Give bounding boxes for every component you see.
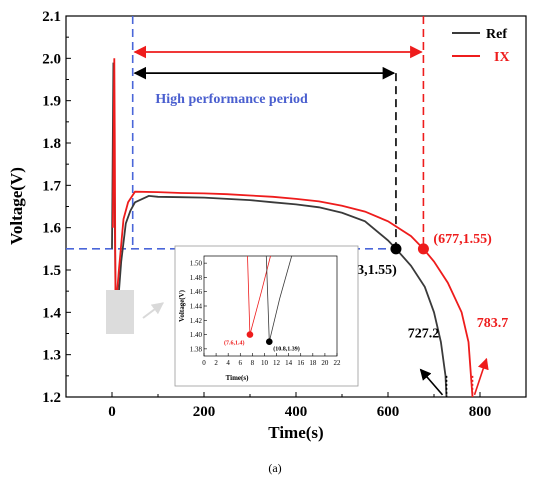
inset-x-tick-label: 22	[334, 359, 342, 367]
zoom-pointer-arrow	[142, 302, 164, 319]
inset-x-tick-label: 16	[297, 359, 305, 367]
y-tick-label: 1.8	[42, 136, 61, 152]
marker-ref-cross	[390, 243, 402, 255]
inset-y-tick-label: 1.44	[190, 303, 203, 311]
inset-y-tick-label: 1.40	[190, 331, 203, 339]
x-tick-label: 800	[469, 404, 492, 420]
figure-caption: (a)	[268, 461, 281, 475]
inset-x-tick-label: 2	[214, 359, 218, 367]
inset-x-tick-label: 0	[202, 359, 206, 367]
x-axis-title: Time(s)	[268, 423, 323, 442]
inset-x-tick-label: 10	[261, 359, 269, 367]
inset-series-ref	[265, 255, 293, 342]
x-tick-label: 0	[108, 404, 116, 420]
x-tick-label: 600	[377, 404, 400, 420]
series-tails	[445, 375, 474, 397]
y-tick-label: 1.3	[42, 348, 61, 364]
x-tick-label: 200	[193, 404, 216, 420]
inset-x-tick-label: 12	[273, 359, 281, 367]
marker-ix-cross	[417, 243, 429, 255]
inset-chart: 1.38 1.40 1.42 1.44 1.46 1.48 1.50 0 2 4 6 8 10 12 14…	[174, 245, 359, 387]
inset-y-tick-label: 1.50	[190, 260, 203, 268]
y-tick-label: 1.2	[42, 390, 61, 406]
zoom-region-box	[106, 290, 134, 334]
y-tick-label: 2.0	[42, 51, 61, 67]
y-tick-label: 1.7	[42, 178, 61, 194]
high-performance-label: High performance period	[155, 92, 308, 107]
inset-x-title: Time(s)	[226, 374, 249, 382]
series-line-ix	[112, 58, 474, 397]
inset-y-tick-label: 1.46	[190, 288, 203, 296]
inset-y-tick-label: 1.42	[190, 317, 203, 325]
x-tick-label: 400	[285, 404, 308, 420]
y-axis-ticks: 1.2 1.3 1.4 1.5 1.6 1.7 1.8 1.9 2.0 2.1	[42, 9, 71, 406]
x-axis-ticks: 0 200 400 600 800	[108, 392, 491, 420]
inset-y-ticks: 1.38 1.40 1.42 1.44 1.46 1.48 1.50	[190, 260, 207, 353]
inset-y-title: Voltage(V)	[178, 289, 186, 322]
legend: Ref IX	[452, 27, 510, 65]
inset-x-tick-label: 6	[239, 359, 243, 367]
inset-ref-min-label: (10.8,1.39)	[273, 346, 300, 353]
y-tick-label: 1.9	[42, 94, 61, 110]
y-axis-title: Voltage(V)	[7, 167, 26, 245]
inset-y-tick-label: 1.38	[190, 345, 203, 353]
ref-end-arrow	[419, 368, 444, 396]
y-tick-label: 1.5	[42, 263, 61, 279]
inset-x-tick-label: 18	[309, 359, 317, 367]
inset-x-tick-label: 20	[321, 359, 329, 367]
inset-x-tick-label: 8	[251, 359, 255, 367]
inset-marker-ref	[265, 338, 273, 346]
series-line-ref	[111, 62, 448, 397]
y-tick-label: 1.4	[42, 305, 61, 321]
ix-end-arrow	[473, 357, 489, 396]
inset-y-tick-label: 1.48	[190, 274, 203, 282]
inset-x-tick-label: 4	[226, 359, 230, 367]
ix-end-label: 783.7	[477, 316, 509, 331]
y-tick-label: 1.6	[42, 221, 61, 237]
inset-ix-min-label: (7.6,1.4)	[224, 340, 245, 347]
annotation-arrows	[133, 45, 489, 396]
y-tick-label: 2.1	[42, 9, 61, 25]
inset-marker-ix	[246, 331, 254, 338]
inset-x-ticks: 0 2 4 6 8 10 12 14 16 18 20 22	[202, 353, 341, 367]
ix-point-label: (677,1.55)	[433, 232, 492, 247]
ref-end-label: 727.2	[408, 327, 440, 342]
inset-x-tick-label: 14	[285, 359, 293, 367]
legend-label-ref: Ref	[486, 27, 507, 42]
inset-series-ix	[247, 255, 271, 335]
legend-label-ix: IX	[494, 50, 510, 65]
